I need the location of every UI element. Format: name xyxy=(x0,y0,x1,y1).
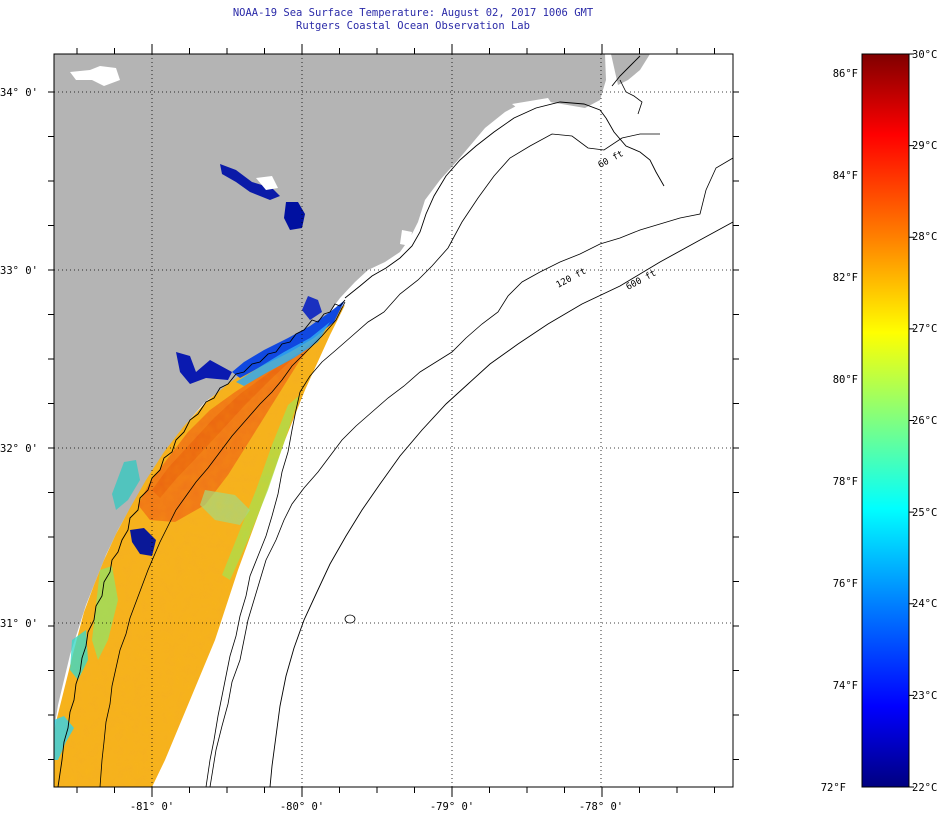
coastline-cape-fear xyxy=(605,117,665,187)
coastline xyxy=(57,299,346,787)
lat-label: 34° 0' xyxy=(0,87,38,99)
colorbar-c-label: 24°C xyxy=(912,598,937,610)
cloud-patch xyxy=(256,176,278,190)
lon-label: -80° 0' xyxy=(280,801,324,813)
isobath-600ft xyxy=(269,221,733,787)
isobath-120ft xyxy=(209,157,733,787)
colorbar-c-label: 27°C xyxy=(912,323,937,335)
lon-label: -79° 0' xyxy=(430,801,474,813)
map-subtitle: Rutgers Coastal Ocean Observation Lab xyxy=(296,20,530,32)
map-ticks xyxy=(48,44,739,797)
colorbar-f-label: 80°F xyxy=(833,374,858,386)
colorbar-f-label: 74°F xyxy=(833,680,858,692)
lat-label: 33° 0' xyxy=(0,265,38,277)
sound-cold-patch xyxy=(130,528,156,556)
sst-nearshore-cold xyxy=(236,322,330,386)
isobath-60ft xyxy=(205,133,660,787)
cloud-patch xyxy=(70,66,120,86)
colorbar-f-label: 76°F xyxy=(833,578,858,590)
coastal-green xyxy=(92,566,118,660)
lon-label: -78° 0' xyxy=(579,801,623,813)
cloud-patch xyxy=(512,98,552,110)
coastal-marsh-teal xyxy=(112,460,140,510)
map-title: NOAA-19 Sea Surface Temperature: August … xyxy=(232,7,594,19)
coastal-marsh-teal xyxy=(54,716,74,760)
lat-label: 32° 0' xyxy=(0,443,38,455)
colorbar-f-label: 72°F xyxy=(821,782,846,794)
colorbar-f-label: 86°F xyxy=(833,68,858,80)
coastline-north-nc xyxy=(611,55,641,87)
lon-label: -81° 0' xyxy=(130,801,174,813)
sst-texture xyxy=(54,305,345,787)
colorbar-f-label: 82°F xyxy=(833,272,858,284)
colorbar-c-label: 25°C xyxy=(912,507,937,519)
inland-lake xyxy=(284,202,305,230)
inlet-detail xyxy=(619,79,643,115)
sst-nearshore-cold xyxy=(232,300,345,378)
inland-cold-water xyxy=(302,296,322,320)
coastline-north xyxy=(344,101,607,299)
colorbar-c-label: 26°C xyxy=(912,415,937,427)
colorbar-c-label: 22°C xyxy=(912,782,937,794)
barrier-island-line xyxy=(99,301,346,787)
colorbar-f-label: 78°F xyxy=(833,476,858,488)
map-frame xyxy=(53,53,734,788)
colorbar-c-label: 29°C xyxy=(912,140,937,152)
colorbar: 30°C 29°C 28°C 27°C 26°C 25°C 24°C 23°C … xyxy=(821,49,938,794)
land-island-north xyxy=(611,54,650,85)
lat-label: 31° 0' xyxy=(0,618,38,630)
inland-lake xyxy=(220,164,280,200)
colorbar-c-label: 23°C xyxy=(912,690,937,702)
colorbar-ticks xyxy=(909,53,914,788)
coastal-marsh-teal xyxy=(70,630,88,680)
map-area: 120 ft 600 ft 60 ft xyxy=(54,54,733,787)
colorbar-c-label: 28°C xyxy=(912,231,937,243)
colorbar-c-label: 30°C xyxy=(912,49,937,61)
land-mass xyxy=(54,54,606,730)
inland-cold-water xyxy=(176,352,232,384)
colorbar-gradient xyxy=(861,53,910,788)
cloud-patch xyxy=(400,230,412,246)
colorbar-f-label: 84°F xyxy=(833,170,858,182)
